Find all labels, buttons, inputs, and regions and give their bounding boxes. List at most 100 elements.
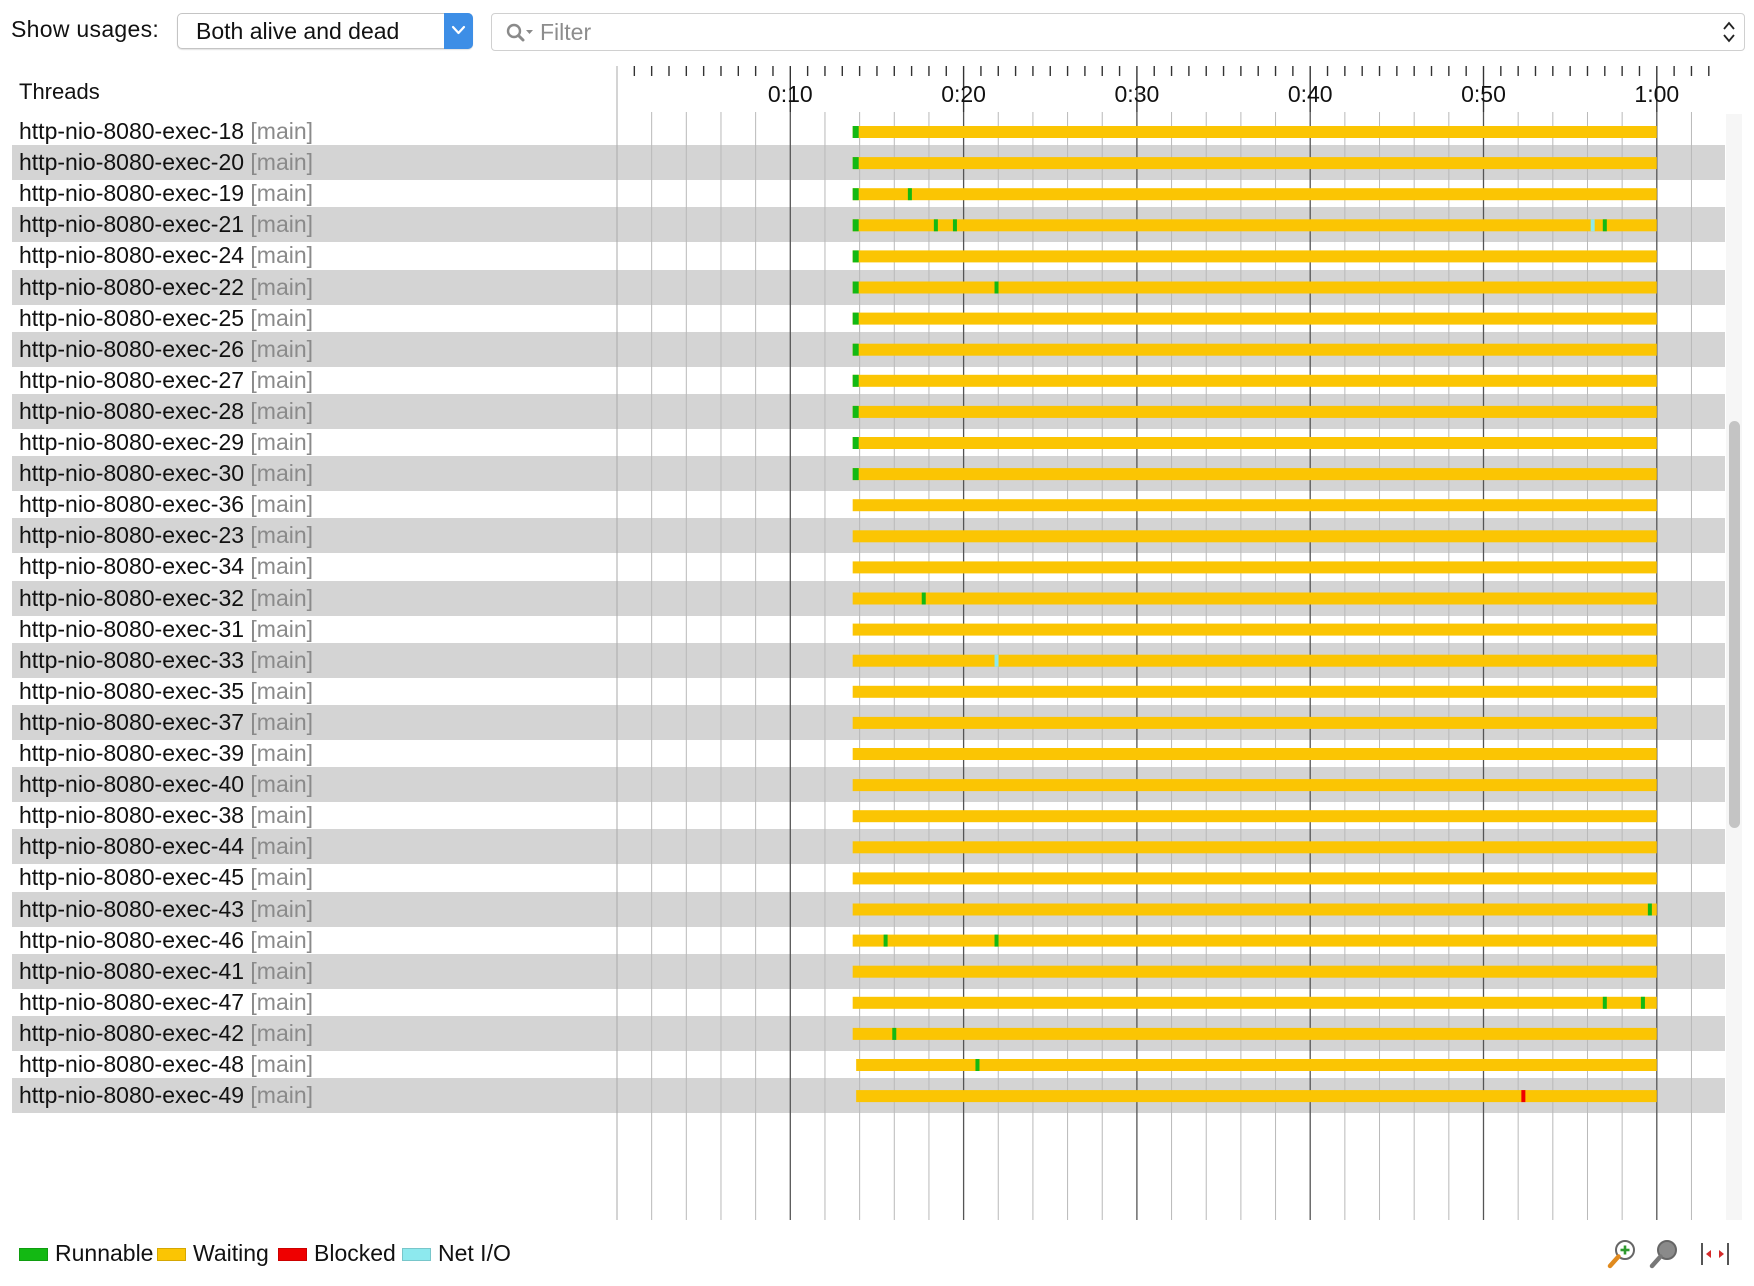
table-row[interactable]: http-nio-8080-exec-43 [main] — [12, 891, 1725, 927]
legend-swatch — [402, 1248, 431, 1261]
legend-label: Runnable — [55, 1240, 154, 1266]
thread-group: [main] — [244, 802, 314, 829]
table-row[interactable]: http-nio-8080-exec-33 [main] — [12, 642, 1725, 678]
thread-group: [main] — [244, 553, 314, 580]
table-row[interactable]: http-nio-8080-exec-42 [main] — [12, 1015, 1725, 1051]
thread-group: [main] — [244, 149, 314, 176]
thread-name-text: http-nio-8080-exec-45 — [19, 864, 245, 891]
zoom-in-icon[interactable] — [1607, 1238, 1639, 1275]
table-row[interactable]: http-nio-8080-exec-44 [main] — [12, 829, 1725, 865]
thread-name: http-nio-8080-exec-30 [main] — [19, 460, 313, 487]
table-row[interactable]: http-nio-8080-exec-32 [main] — [12, 580, 1725, 616]
thread-name: http-nio-8080-exec-27 [main] — [19, 367, 313, 394]
chevron-down-icon[interactable] — [444, 13, 473, 49]
thread-group: [main] — [244, 491, 314, 518]
thread-name: http-nio-8080-exec-42 [main] — [19, 1020, 313, 1047]
thread-list: http-nio-8080-exec-18 [main] http-nio-808… — [12, 117, 1725, 1217]
thread-group: [main] — [244, 1019, 314, 1046]
thread-name: http-nio-8080-exec-49 [main] — [19, 1082, 313, 1109]
thread-group: [main] — [244, 615, 314, 642]
table-row[interactable]: http-nio-8080-exec-18 [main] — [12, 117, 1725, 149]
table-row[interactable]: http-nio-8080-exec-37 [main] — [12, 704, 1725, 740]
thread-name-text: http-nio-8080-exec-23 — [19, 522, 245, 549]
table-row[interactable]: http-nio-8080-exec-47 [main] — [12, 985, 1725, 1020]
table-row[interactable]: http-nio-8080-exec-27 [main] — [12, 363, 1725, 398]
table-row[interactable]: http-nio-8080-exec-26 [main] — [12, 331, 1725, 367]
thread-name-text: http-nio-8080-exec-32 — [19, 584, 245, 611]
up-down-stepper-icon[interactable] — [1722, 20, 1736, 49]
thread-name: http-nio-8080-exec-47 [main] — [19, 989, 313, 1016]
thread-group: [main] — [244, 273, 314, 300]
thread-name: http-nio-8080-exec-37 [main] — [19, 709, 313, 736]
legend-label: Net I/O — [438, 1240, 511, 1266]
table-row[interactable]: http-nio-8080-exec-24 [main] — [12, 238, 1725, 273]
table-row[interactable]: http-nio-8080-exec-19 [main] — [12, 176, 1725, 211]
table-row[interactable]: http-nio-8080-exec-35 [main] — [12, 674, 1725, 709]
thread-name-text: http-nio-8080-exec-19 — [19, 180, 245, 207]
table-row[interactable]: http-nio-8080-exec-23 [main] — [12, 518, 1725, 554]
thread-group: [main] — [244, 118, 314, 144]
table-row[interactable]: http-nio-8080-exec-48 [main] — [12, 1047, 1725, 1082]
table-row[interactable]: http-nio-8080-exec-38 [main] — [12, 798, 1725, 833]
thread-name-text: http-nio-8080-exec-22 — [19, 273, 245, 300]
table-row[interactable]: http-nio-8080-exec-20 [main] — [12, 145, 1725, 181]
table-row[interactable]: http-nio-8080-exec-29 [main] — [12, 425, 1725, 460]
table-row[interactable]: http-nio-8080-exec-45 [main] — [12, 860, 1725, 895]
thread-name-text: http-nio-8080-exec-29 — [19, 429, 245, 455]
table-row[interactable]: http-nio-8080-exec-21 [main] — [12, 207, 1725, 243]
zoom-out-icon[interactable] — [1649, 1238, 1681, 1275]
table-row[interactable]: http-nio-8080-exec-49 [main] — [12, 1078, 1725, 1114]
thread-group: [main] — [244, 957, 314, 984]
table-row[interactable]: http-nio-8080-exec-39 [main] — [12, 736, 1725, 771]
filter-input[interactable] — [540, 18, 1690, 46]
table-row[interactable]: http-nio-8080-exec-30 [main] — [12, 456, 1725, 492]
legend-swatch — [278, 1248, 307, 1261]
legend-label: Blocked — [314, 1240, 396, 1266]
thread-name-text: http-nio-8080-exec-31 — [19, 615, 245, 642]
thread-name: http-nio-8080-exec-40 [main] — [19, 771, 313, 798]
vertical-scrollbar-thumb[interactable] — [1729, 421, 1740, 828]
thread-name-text: http-nio-8080-exec-28 — [19, 397, 245, 424]
thread-name-text: http-nio-8080-exec-43 — [19, 895, 245, 922]
thread-group: [main] — [244, 864, 314, 891]
thread-name: http-nio-8080-exec-33 [main] — [19, 647, 313, 674]
thread-name-text: http-nio-8080-exec-33 — [19, 646, 245, 673]
table-row[interactable]: http-nio-8080-exec-25 [main] — [12, 301, 1725, 336]
thread-group: [main] — [244, 833, 314, 860]
thread-name-text: http-nio-8080-exec-40 — [19, 771, 245, 798]
thread-group: [main] — [244, 988, 314, 1015]
thread-name: http-nio-8080-exec-29 [main] — [19, 429, 313, 456]
table-row[interactable]: http-nio-8080-exec-40 [main] — [12, 767, 1725, 803]
fit-width-icon[interactable] — [1700, 1240, 1730, 1273]
thread-name-text: http-nio-8080-exec-36 — [19, 491, 245, 518]
thread-name-text: http-nio-8080-exec-20 — [19, 149, 245, 176]
thread-group: [main] — [244, 895, 314, 922]
thread-name-text: http-nio-8080-exec-18 — [19, 118, 245, 144]
thread-name: http-nio-8080-exec-44 [main] — [19, 833, 313, 860]
tick-label: 0:40 — [1288, 81, 1333, 107]
threads-column-header: Threads — [19, 79, 100, 104]
table-row[interactable]: http-nio-8080-exec-41 [main] — [12, 953, 1725, 989]
thread-name-text: http-nio-8080-exec-48 — [19, 1051, 245, 1077]
table-row[interactable]: http-nio-8080-exec-46 [main] — [12, 923, 1725, 958]
table-row[interactable]: http-nio-8080-exec-34 [main] — [12, 549, 1725, 584]
table-row[interactable]: http-nio-8080-exec-22 [main] — [12, 269, 1725, 305]
thread-name: http-nio-8080-exec-34 [main] — [19, 553, 313, 580]
thread-name-text: http-nio-8080-exec-30 — [19, 460, 245, 487]
thread-name-text: http-nio-8080-exec-42 — [19, 1019, 245, 1046]
thread-group: [main] — [244, 211, 314, 238]
filter-field[interactable] — [491, 13, 1745, 51]
thread-name: http-nio-8080-exec-35 [main] — [19, 678, 313, 705]
thread-group: [main] — [244, 708, 314, 735]
table-row[interactable]: http-nio-8080-exec-36 [main] — [12, 487, 1725, 522]
table-row[interactable]: http-nio-8080-exec-28 [main] — [12, 393, 1725, 429]
thread-name: http-nio-8080-exec-28 [main] — [19, 398, 313, 425]
thread-name-text: http-nio-8080-exec-24 — [19, 242, 245, 269]
usage-dropdown-value: Both alive and dead — [196, 18, 400, 44]
usage-dropdown[interactable]: Both alive and dead — [177, 13, 473, 49]
thread-group: [main] — [244, 304, 314, 331]
thread-name: http-nio-8080-exec-21 [main] — [19, 211, 313, 238]
search-icon[interactable] — [506, 23, 536, 48]
thread-name: http-nio-8080-exec-43 [main] — [19, 896, 313, 923]
table-row[interactable]: http-nio-8080-exec-31 [main] — [12, 612, 1725, 647]
